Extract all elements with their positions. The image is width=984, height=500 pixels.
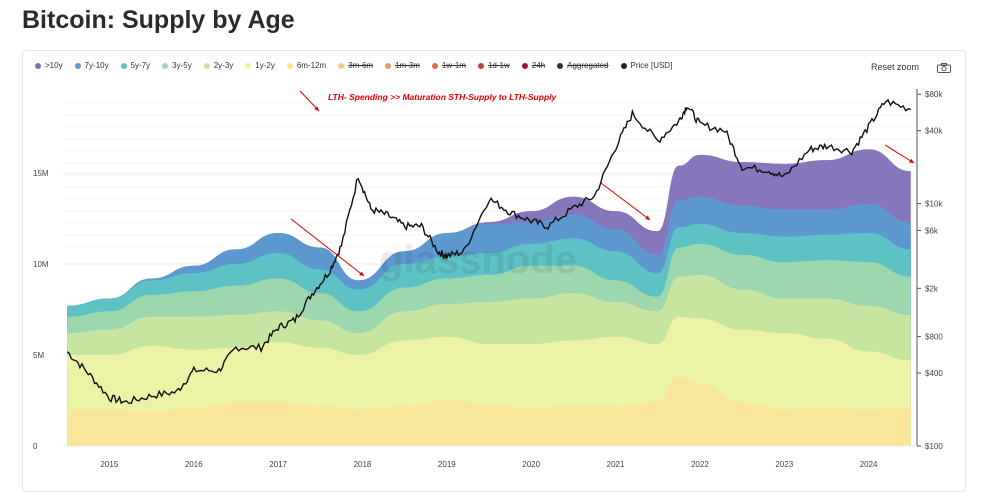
area-series: [67, 149, 911, 446]
legend-label: 3m-6m: [348, 61, 374, 70]
camera-icon[interactable]: [937, 63, 951, 73]
legend-swatch: [120, 62, 127, 69]
x-axis: 2015 2016 2017 2018 2019 2020 2021 2022 2023 2024: [100, 460, 878, 469]
legend-swatch: [338, 62, 345, 69]
legend-label: 6m-12m: [296, 61, 327, 70]
annotation-arrowhead: [645, 215, 650, 220]
x-tick-label: 2022: [691, 460, 709, 469]
annotation-arrowhead: [314, 106, 319, 111]
legend-item[interactable]: 24h: [521, 61, 546, 70]
legend-label: 1d-1w: [487, 61, 510, 70]
legend-item[interactable]: 2y-3y: [203, 61, 234, 70]
legend-label: 1y-2y: [255, 61, 275, 70]
left-tick-label: 0: [33, 442, 38, 451]
right-tick-label: $80k: [925, 90, 943, 99]
legend-swatch: [286, 62, 293, 69]
legend-swatch: [162, 62, 169, 69]
chart-legend: >10y 7y-10y 5y-7y 3y-5y 2y-3y 1y-2y 6m-12m 3m-6…: [35, 61, 684, 70]
right-tick-label: $800: [925, 333, 943, 342]
left-tick-label: 5M: [33, 351, 44, 360]
right-tick-label: $6k: [925, 227, 939, 236]
right-tick-label: $100: [925, 442, 943, 451]
legend-item[interactable]: 1y-2y: [245, 61, 275, 70]
left-tick-label: 15M: [33, 169, 49, 178]
x-tick-label: 2019: [438, 460, 456, 469]
legend-label: 5y-7y: [130, 61, 151, 70]
legend-label: 1m-3m: [395, 61, 420, 70]
right-tick-label: $400: [925, 369, 943, 378]
legend-item[interactable]: 1m-3m: [385, 61, 420, 70]
annotation-arrow: [600, 182, 651, 221]
legend-label: Price [USD]: [630, 61, 673, 70]
x-tick-label: 2020: [522, 460, 540, 469]
price-series: [66, 98, 911, 405]
legend-swatch: [557, 62, 564, 69]
legend-item[interactable]: Aggregated: [557, 61, 609, 70]
watermark: glassnode: [379, 238, 577, 282]
area-6m-12m: [67, 376, 911, 446]
legend-item[interactable]: 6m-12m: [286, 61, 327, 70]
legend-swatch: [620, 62, 627, 69]
legend-item[interactable]: Price [USD]: [620, 61, 673, 70]
right-axis: $100 $400 $800 $2k $6k $10k $40k $80k: [916, 89, 943, 451]
right-tick-label: $2k: [925, 284, 939, 293]
annotation-arrow: [884, 144, 915, 164]
right-tick-label: $10k: [925, 200, 943, 209]
x-tick-label: 2017: [269, 460, 287, 469]
legend-swatch: [74, 62, 81, 69]
annotations: LTH- Spending >> Maturation STH-Supply t…: [290, 90, 915, 277]
x-tick-label: 2023: [775, 460, 793, 469]
legend-label: 1w-1m: [441, 61, 466, 70]
legend-item[interactable]: >10y: [35, 61, 63, 70]
annotation-arrow: [290, 218, 365, 277]
legend-swatch: [477, 62, 484, 69]
x-tick-label: 2016: [185, 460, 203, 469]
left-tick-label: 10M: [33, 260, 49, 269]
legend-swatch: [431, 62, 438, 69]
annotation-text: LTH- Spending >> Maturation STH-Supply t…: [328, 92, 557, 102]
left-axis: 0 5M 10M 15M: [33, 169, 49, 451]
legend-swatch: [521, 62, 528, 69]
legend-label: Aggregated: [567, 61, 609, 70]
legend-swatch: [203, 62, 210, 69]
x-tick-label: 2015: [100, 460, 118, 469]
x-tick-label: 2018: [354, 460, 372, 469]
legend-swatch: [245, 62, 252, 69]
annotation-arrow: [299, 90, 320, 112]
legend-label: 3y-5y: [172, 61, 192, 70]
legend-label: 2y-3y: [213, 61, 234, 70]
legend-item[interactable]: 3m-6m: [338, 61, 373, 70]
legend-swatch: [35, 62, 41, 69]
legend-item[interactable]: 7y-10y: [74, 61, 109, 70]
reset-zoom-button[interactable]: Reset zoom: [870, 62, 919, 72]
page-title: Bitcoin: Supply by Age: [22, 6, 295, 34]
annotation-arrowhead: [909, 158, 914, 163]
legend-item[interactable]: 3y-5y: [162, 61, 192, 70]
right-tick-label: $40k: [925, 127, 943, 136]
legend-label: 7y-10y: [84, 61, 109, 70]
legend-label: 24h: [531, 61, 546, 70]
legend-item[interactable]: 1d-1w: [477, 61, 510, 70]
legend-swatch: [385, 62, 392, 69]
x-tick-label: 2021: [607, 460, 625, 469]
chart-card: >10y 7y-10y 5y-7y 3y-5y 2y-3y 1y-2y 6m-12m 3m-6…: [22, 50, 966, 492]
legend-item[interactable]: 1w-1m: [431, 61, 466, 70]
legend-label: >10y: [45, 61, 63, 70]
legend-item[interactable]: 5y-7y: [120, 61, 151, 70]
price-line: [66, 98, 911, 405]
x-tick-label: 2024: [860, 460, 878, 469]
annotation-arrowhead: [359, 271, 364, 276]
